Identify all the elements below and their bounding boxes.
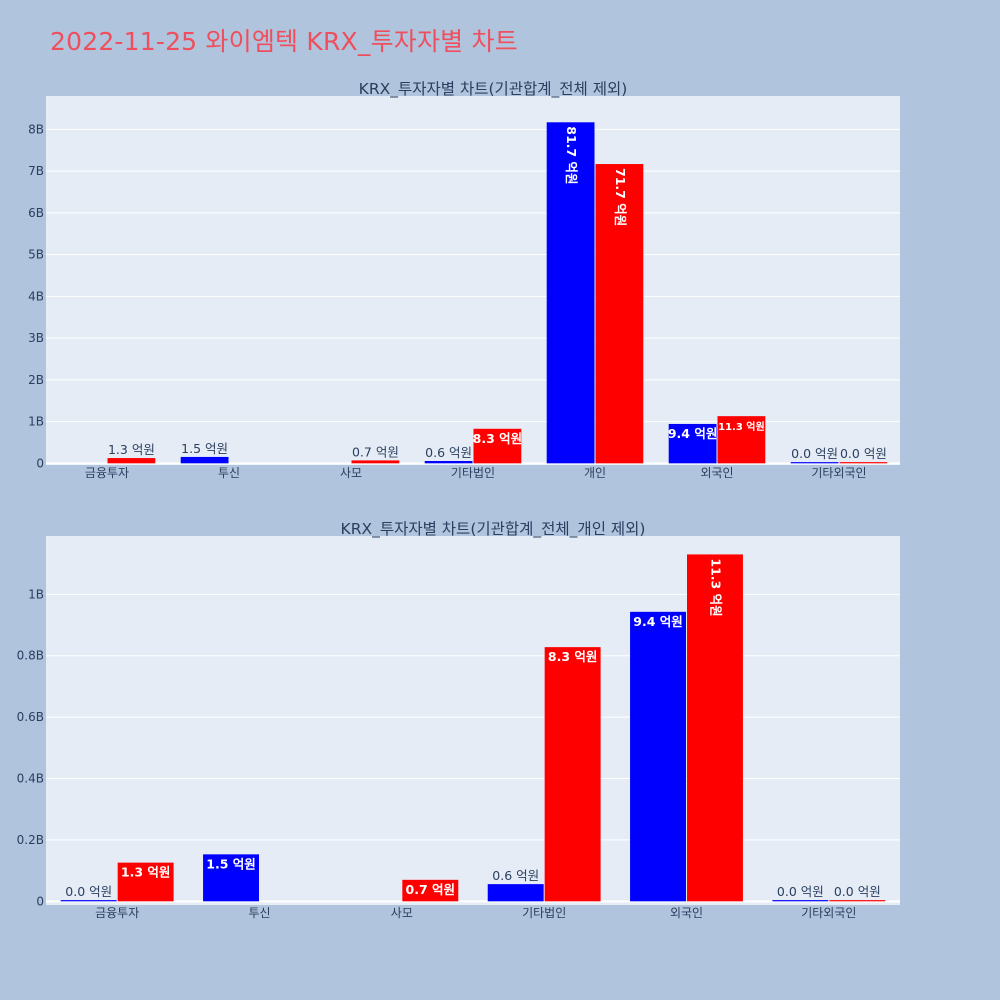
y-tick-label: 3B bbox=[28, 331, 44, 345]
data-label: 0.0 억원 bbox=[834, 884, 881, 899]
bar bbox=[60, 900, 117, 902]
x-tick-label: 사모 bbox=[391, 906, 413, 920]
data-label: 0.7 억원 bbox=[406, 882, 456, 897]
y-tick-label: 0 bbox=[36, 456, 44, 470]
bar bbox=[487, 884, 544, 902]
data-label: 0.0 억원 bbox=[791, 446, 838, 461]
x-tick-label: 외국인 bbox=[670, 906, 703, 920]
plot-area bbox=[46, 96, 900, 465]
y-tick-label: 4B bbox=[28, 289, 44, 303]
x-tick-label: 금융투자 bbox=[85, 466, 129, 480]
y-tick-label: 5B bbox=[28, 248, 44, 262]
data-label: 0.0 억원 bbox=[777, 884, 824, 899]
chart-1: 0 1B 2B 3B 4B 5B 6B 7B 8B KRX_투자자별 차트(기관합계_전체 제외)… bbox=[28, 80, 900, 480]
y-tick-label: 8B bbox=[28, 122, 44, 136]
bar bbox=[424, 460, 473, 464]
x-tick-label: 개인 bbox=[584, 466, 606, 480]
y-tick-label: 7B bbox=[28, 164, 44, 178]
y-tick-label: 0.4B bbox=[17, 772, 44, 786]
bar bbox=[351, 460, 400, 464]
data-label: 9.4 억원 bbox=[633, 614, 683, 629]
y-tick-label: 2B bbox=[28, 373, 44, 387]
x-tick-label: 투신 bbox=[218, 466, 240, 480]
data-label: 0.6 억원 bbox=[425, 445, 472, 460]
data-label: 1.5 억원 bbox=[206, 856, 256, 871]
y-tick-label: 6B bbox=[28, 206, 44, 220]
y-tick-label: 1B bbox=[28, 415, 44, 429]
data-label: 8.3 억원 bbox=[473, 431, 523, 446]
bar bbox=[546, 122, 595, 464]
bar bbox=[630, 611, 686, 902]
bar bbox=[402, 879, 459, 902]
chart-title: KRX_투자자별 차트(기관합계_전체 제외) bbox=[359, 80, 628, 99]
x-tick-label: 기타법인 bbox=[522, 906, 566, 920]
data-label: 81.7 억원 bbox=[564, 126, 579, 184]
data-label: 8.3 억원 bbox=[548, 649, 598, 664]
bar bbox=[180, 456, 229, 464]
bar bbox=[829, 900, 886, 902]
x-tick-label: 기타외국인 bbox=[801, 906, 856, 920]
y-tick-label: 1B bbox=[28, 587, 44, 601]
x-tick-label: 기타외국인 bbox=[811, 466, 866, 480]
bar bbox=[544, 647, 601, 902]
x-tick-label: 금융투자 bbox=[95, 906, 139, 920]
data-label: 71.7 억원 bbox=[613, 168, 628, 226]
data-label: 0.7 억원 bbox=[352, 444, 399, 459]
bar bbox=[668, 423, 717, 464]
y-tick-label: 0.6B bbox=[17, 710, 44, 724]
bar bbox=[117, 862, 174, 902]
x-tick-label: 사모 bbox=[340, 466, 362, 480]
data-label: 11.3 억원 bbox=[718, 420, 765, 433]
data-label: 0.6 억원 bbox=[492, 868, 539, 883]
y-tick-label: 0.2B bbox=[17, 833, 44, 847]
data-label: 0.0 억원 bbox=[65, 884, 112, 899]
bar bbox=[595, 164, 644, 464]
y-tick-label: 0.8B bbox=[17, 649, 44, 663]
chart-title: KRX_투자자별 차트(기관합계_전체_개인 제외) bbox=[341, 520, 646, 539]
data-label: 1.5 억원 bbox=[181, 441, 228, 456]
bar bbox=[839, 462, 888, 464]
bar bbox=[717, 416, 766, 464]
y-tick-label: 0 bbox=[36, 894, 44, 908]
chart-2: 0 0.2B 0.4B 0.6B 0.8B 1B KRX_투자자별 차트(기관합계_전체_개… bbox=[17, 520, 900, 920]
page-title: 2022-11-25 와이엠텍 KRX_투자자별 차트 bbox=[50, 27, 518, 56]
bar bbox=[473, 428, 522, 464]
data-label: 1.3 억원 bbox=[108, 442, 155, 457]
data-label: 11.3 억원 bbox=[708, 558, 723, 616]
bar bbox=[107, 458, 156, 464]
bar bbox=[772, 900, 829, 902]
data-label: 0.0 억원 bbox=[840, 446, 887, 461]
data-label: 1.3 억원 bbox=[121, 865, 171, 880]
bar bbox=[687, 554, 743, 902]
x-tick-label: 기타법인 bbox=[451, 466, 495, 480]
data-label: 9.4 억원 bbox=[668, 426, 718, 441]
x-tick-label: 투신 bbox=[248, 906, 270, 920]
x-tick-label: 외국인 bbox=[700, 466, 733, 480]
plot-area bbox=[46, 536, 900, 905]
bar bbox=[790, 462, 839, 464]
bar bbox=[203, 854, 259, 902]
